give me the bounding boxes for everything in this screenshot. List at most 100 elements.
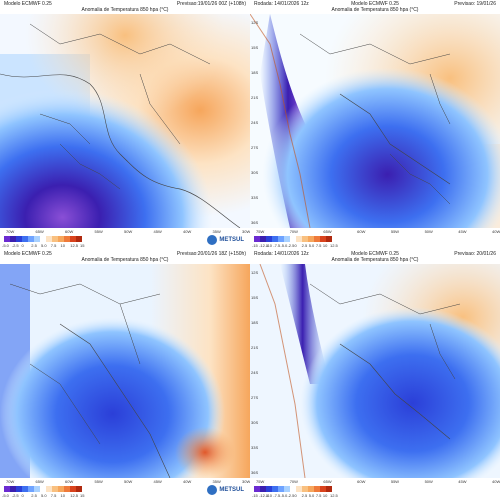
legend-swatch (302, 236, 308, 242)
longitude-label: 55W (390, 479, 400, 484)
metsul-logo: METSUL (207, 235, 244, 245)
legend-swatch (52, 486, 58, 492)
legend-tick: 10 (60, 243, 65, 248)
legend-swatch (40, 236, 46, 242)
latitude-label: 15S (251, 45, 259, 50)
longitude-label: 35W (212, 229, 221, 234)
longitude-label: 50W (424, 479, 433, 484)
legend-tick: 12.5 (330, 493, 338, 498)
latitude-label: 24S (251, 370, 259, 375)
legend-swatch (46, 236, 52, 242)
legend-tick: 7.5 (315, 243, 322, 248)
model-label: Modelo ECMWF 0.25 (351, 1, 399, 7)
legend-tick: -7.5 (273, 493, 281, 498)
color-legend (254, 236, 332, 242)
legend-swatch (28, 236, 34, 242)
legend-swatch (320, 236, 326, 242)
legend-tick: 0 (294, 243, 297, 248)
map-title: Anomalia de Temperatura 850 hpa (°C) (331, 257, 419, 263)
legend-tick: -12.5 (259, 493, 269, 498)
longitude-label: 65W (35, 479, 44, 484)
legend-tick: 5.0 (41, 493, 47, 498)
legend-tick: -12.5 (259, 243, 269, 248)
forecast-label: Previsao:19/01/26 00Z (+108h) (176, 1, 246, 7)
legend-tick: 2.5 (301, 493, 308, 498)
longitude-label: 65W (323, 479, 332, 484)
legend-swatch (290, 486, 296, 492)
legend-swatch (314, 486, 320, 492)
legend-tick: 0 (21, 243, 24, 248)
longitude-label: 30W (242, 479, 250, 484)
longitude-label: 70W (6, 229, 15, 234)
legend-tick: -5.0 (2, 243, 9, 248)
longitude-label: 45W (153, 479, 162, 484)
color-legend (4, 236, 82, 242)
legend-tick: -15 (252, 243, 258, 248)
legend-tick: 7.5 (50, 243, 57, 248)
legend-tick: -15 (252, 493, 258, 498)
model-label: Modelo ECMWF 0.25 (4, 251, 52, 257)
legend-swatch (28, 486, 34, 492)
map-panel-top-right: Rodada: 14/01/2026 12z Modelo ECMWF 0.25… (250, 0, 500, 250)
color-legend (254, 486, 332, 492)
latitude-label: 36S (251, 470, 259, 475)
legend-swatch (284, 236, 290, 242)
legend-swatch (266, 486, 272, 492)
map-title: Anomalia de Temperatura 850 hpa (°C) (81, 7, 169, 13)
model-label: Modelo ECMWF 0.25 (351, 251, 399, 257)
legend-swatch (34, 486, 40, 492)
panel-header: Modelo ECMWF 0.25 Previsao:19/01/26 00Z … (0, 0, 250, 14)
legend-swatch (34, 236, 40, 242)
panel-header: Modelo ECMWF 0.25 Previsao:20/01/26 18Z … (0, 250, 250, 264)
latitude-label: 21S (251, 95, 259, 100)
legend-swatch (326, 236, 332, 242)
legend-tick: -2.5 (11, 243, 19, 248)
run-label: Rodada: 14/01/2026 12z (254, 251, 309, 257)
forecast-label: Previsao: 19/01/26 (454, 1, 496, 7)
metsul-logo: METSUL (207, 485, 244, 495)
latitude-label: 18S (251, 70, 259, 75)
legend-swatch (58, 236, 64, 242)
latitude-label: 27S (251, 145, 259, 150)
longitude-label: 70W (289, 479, 298, 484)
legend-tick: -2.5 (287, 243, 295, 248)
longitude-label: 60W (357, 479, 366, 484)
legend-tick: 12.5 (330, 243, 338, 248)
legend-swatch (10, 236, 16, 242)
legend-swatch (260, 236, 266, 242)
longitude-label: 55W (94, 229, 103, 234)
latitude-label: 36S (251, 220, 259, 225)
logo-text: METSUL (219, 237, 244, 243)
legend-swatch (58, 486, 64, 492)
latitude-label: 30S (251, 170, 259, 175)
map-panel-bottom-left: Modelo ECMWF 0.25 Previsao:20/01/26 18Z … (0, 250, 250, 500)
legend-tick: -10 (266, 243, 272, 248)
legend-swatch (76, 236, 82, 242)
longitude-label: 60W (357, 229, 366, 234)
forecast-label: Previsao: 20/01/26 (454, 251, 496, 257)
latitude-label: 15S (251, 295, 259, 300)
map-title: Anomalia de Temperatura 850 hpa (°C) (81, 257, 169, 263)
legend-swatch (40, 486, 46, 492)
legend-swatch (22, 486, 28, 492)
longitude-label: 50W (124, 479, 133, 484)
legend-tick: 2.5 (31, 243, 37, 248)
panel-header: Rodada: 14/01/2026 12z Modelo ECMWF 0.25… (250, 250, 500, 264)
legend-swatch (64, 486, 70, 492)
legend-tick: 12.5 (70, 493, 79, 498)
latitude-label: 12S (251, 270, 259, 275)
legend-tick: -7.5 (273, 243, 281, 248)
legend-swatch (10, 486, 16, 492)
color-legend (4, 486, 82, 492)
legend-swatch (16, 486, 22, 492)
longitude-label: 75W (256, 229, 265, 234)
legend-swatch (308, 236, 314, 242)
legend-tick: -5.0 (280, 243, 288, 248)
longitude-label: 65W (35, 229, 44, 234)
legend-tick: 0 (21, 493, 24, 498)
legend-tick: 10 (60, 493, 65, 498)
latitude-label: 21S (251, 345, 259, 350)
panel-header: Rodada: 14/01/2026 12z Modelo ECMWF 0.25… (250, 0, 500, 14)
legend-tick: -10 (266, 493, 272, 498)
legend-swatch (296, 486, 302, 492)
